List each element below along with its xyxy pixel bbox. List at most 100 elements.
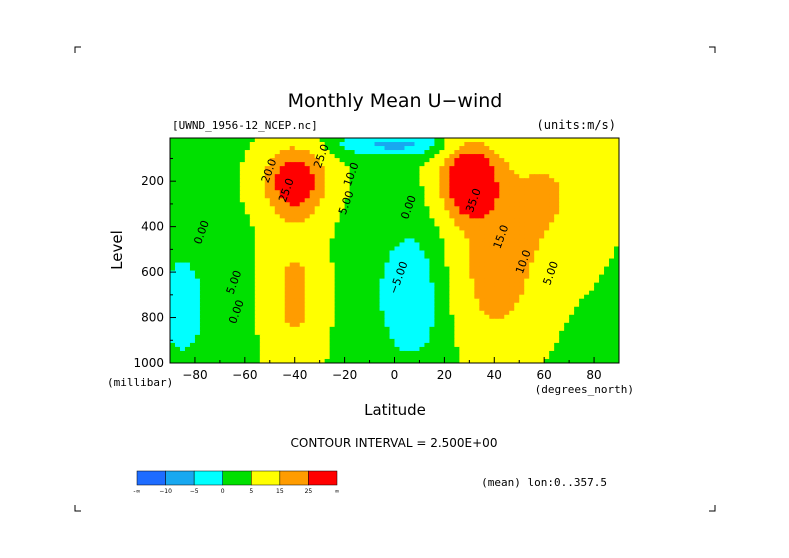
contour-cell: [484, 198, 490, 203]
contour-cell: [409, 202, 416, 207]
contour-cell: [469, 182, 475, 187]
contour-cell: [424, 250, 431, 256]
contour-cell: [179, 186, 186, 191]
contour-cell: [584, 206, 590, 211]
contour-cell: [434, 186, 440, 191]
contour-cell: [344, 310, 351, 316]
contour-cell: [219, 142, 226, 147]
contour-cell: [339, 330, 346, 336]
contour-cell: [184, 202, 191, 207]
contour-cell: [329, 254, 336, 260]
contour-cell: [559, 266, 565, 272]
contour-cell: [594, 294, 600, 300]
contour-cell: [519, 338, 525, 344]
contour-cell: [559, 174, 565, 179]
contour-cell: [464, 178, 470, 183]
contour-cell: [284, 194, 291, 199]
contour-cell: [214, 342, 221, 348]
contour-cell: [569, 350, 575, 356]
contour-cell: [499, 226, 505, 232]
contour-cell: [299, 306, 306, 312]
contour-cell: [429, 142, 436, 147]
contour-cell: [339, 302, 346, 308]
contour-cell: [299, 266, 306, 272]
contour-cell: [224, 182, 231, 187]
contour-cell: [354, 170, 361, 175]
contour-cell: [239, 230, 246, 236]
contour-cell: [214, 166, 221, 171]
contour-cell: [224, 302, 231, 308]
contour-cell: [289, 206, 296, 211]
contour-cell: [529, 194, 535, 199]
contour-cell: [334, 170, 341, 175]
contour-cell: [569, 326, 575, 332]
contour-cell: [504, 298, 510, 304]
contour-cell: [479, 182, 485, 187]
contour-cell: [254, 234, 261, 240]
contour-cell: [419, 202, 426, 207]
contour-cell: [249, 250, 256, 256]
contour-cell: [514, 310, 520, 316]
contour-cell: [444, 158, 450, 163]
contour-cell: [564, 326, 570, 332]
contour-cell: [309, 202, 316, 207]
contour-cell: [614, 226, 619, 232]
contour-cell: [434, 170, 440, 175]
contour-cell: [614, 254, 619, 260]
contour-cell: [194, 350, 201, 356]
contour-cell: [284, 238, 291, 244]
contour-cell: [214, 310, 221, 316]
contour-cell: [509, 166, 515, 171]
contour-cell: [404, 190, 411, 195]
contour-cell: [449, 310, 455, 316]
contour-cell: [449, 282, 455, 288]
contour-cell: [344, 146, 351, 151]
contour-cell: [294, 190, 301, 195]
contour-cell: [459, 330, 465, 336]
contour-cell: [234, 274, 241, 280]
contour-cell: [564, 150, 570, 155]
contour-cell: [234, 198, 241, 203]
contour-cell: [544, 306, 550, 312]
contour-cell: [554, 182, 560, 187]
contour-cell: [584, 214, 590, 219]
contour-cell: [389, 218, 396, 223]
contour-cell: [224, 234, 231, 240]
contour-cell: [589, 214, 595, 219]
contour-cell: [559, 202, 565, 207]
contour-cell: [219, 194, 226, 199]
contour-cell: [319, 158, 326, 163]
contour-cell: [354, 150, 361, 155]
contour-cell: [589, 270, 595, 276]
contour-cell: [329, 306, 336, 312]
contour-cell: [174, 286, 181, 292]
contour-cell: [249, 326, 256, 332]
contour-cell: [174, 342, 181, 348]
contour-cell: [614, 302, 619, 308]
contour-cell: [324, 170, 331, 175]
contour-cell: [539, 318, 545, 324]
contour-cell: [224, 238, 231, 244]
contour-cell: [424, 278, 431, 284]
contour-cell: [549, 218, 555, 223]
contour-cell: [339, 226, 346, 232]
contour-cell: [244, 142, 251, 147]
contour-cell: [194, 250, 201, 256]
contour-cell: [559, 218, 565, 223]
contour-cell: [594, 266, 600, 272]
contour-cell: [324, 346, 331, 352]
contour-cell: [229, 222, 236, 227]
contour-cell: [284, 358, 291, 363]
contour-cell: [459, 294, 465, 300]
contour-cell: [170, 262, 176, 268]
contour-cell: [604, 314, 610, 320]
contour-cell: [279, 150, 286, 155]
contour-cell: [384, 198, 391, 203]
contour-cell: [234, 254, 241, 260]
contour-cell: [229, 214, 236, 219]
contour-cell: [414, 246, 421, 252]
contour-cell: [419, 318, 426, 324]
contour-cell: [179, 342, 186, 348]
contour-cell: [384, 150, 391, 155]
contour-cell: [174, 210, 181, 215]
